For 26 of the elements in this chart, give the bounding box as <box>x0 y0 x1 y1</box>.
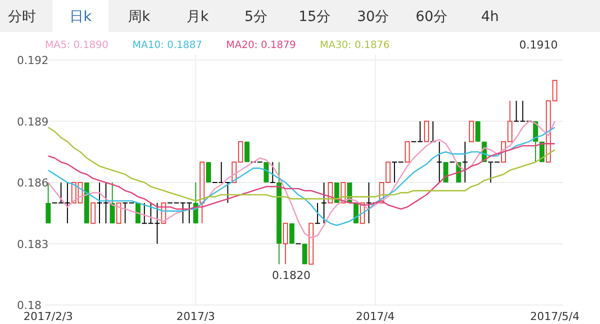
x-tick-label: 2017/4 <box>356 310 395 323</box>
x-tick-label: 2017/3 <box>176 310 216 323</box>
text: 15分 <box>298 9 330 25</box>
text: MA20: 0.1879 <box>226 40 296 51</box>
annotation: 0.1820 <box>272 269 311 282</box>
text: 周k <box>128 9 151 25</box>
y-tick-label: 0.192 <box>17 54 48 67</box>
text: 30分 <box>357 9 389 25</box>
text: 5分 <box>244 9 268 25</box>
x-tick-label: 2017/2/3 <box>24 310 73 323</box>
text: 0.1910 <box>519 38 558 52</box>
text: 60分 <box>416 9 448 25</box>
text: MA5: 0.1890 <box>45 40 108 51</box>
line-series <box>48 120 556 238</box>
y-tick-label: 0.18 <box>17 299 42 312</box>
text: MA10: 0.1887 <box>132 40 202 51</box>
text: 日k <box>69 9 92 25</box>
y-tick-label: 0.189 <box>17 115 48 128</box>
y-tick-label: 0.183 <box>17 238 48 251</box>
x-tick-label: 2017/5/4 <box>530 310 580 323</box>
text: 分时 <box>8 9 36 25</box>
y-tick-label: 0.186 <box>17 176 48 190</box>
text: MA30: 0.1876 <box>320 40 390 51</box>
text: 月k <box>186 9 210 25</box>
line-series <box>48 126 556 202</box>
text: 4h <box>481 9 499 25</box>
